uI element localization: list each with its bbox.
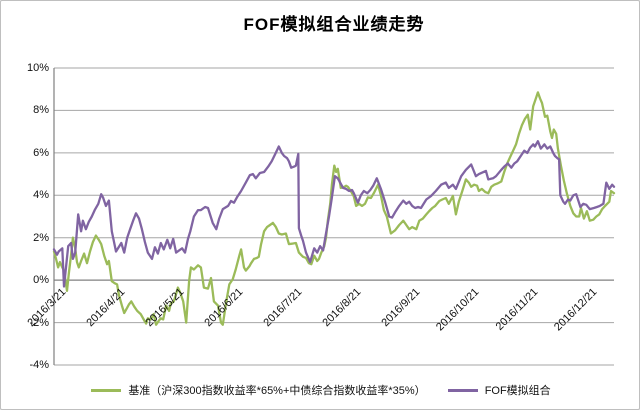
- y-tick-label: 2%: [33, 231, 49, 244]
- y-tick-label: 4%: [33, 189, 49, 202]
- y-tick-label: -4%: [29, 359, 49, 371]
- legend-item-benchmark: 基准（沪深300指数收益率*65%+中债综合指数收益率*35%）: [91, 382, 426, 398]
- benchmark-line-swatch: [91, 388, 122, 392]
- y-tick-label: 8%: [33, 104, 49, 117]
- y-tick-label: 0%: [33, 274, 49, 287]
- chart-title: FOF模拟组合业绩走势: [243, 15, 425, 34]
- fof-line-swatch: [447, 388, 478, 392]
- y-tick-label: 6%: [33, 146, 49, 159]
- y-tick-label: -2%: [29, 316, 49, 329]
- legend-label-fof: FOF模拟组合: [484, 385, 551, 397]
- fof-line-series: [52, 140, 616, 288]
- y-tick-label: 10%: [26, 62, 49, 74]
- legend-label-benchmark: 基准（沪深300指数收益率*65%+中债综合指数收益率*35%）: [128, 385, 426, 397]
- legend-item-fof: FOF模拟组合: [447, 382, 551, 398]
- legend: 基准（沪深300指数收益率*65%+中债综合指数收益率*35%） FOF模拟组合: [1, 377, 639, 403]
